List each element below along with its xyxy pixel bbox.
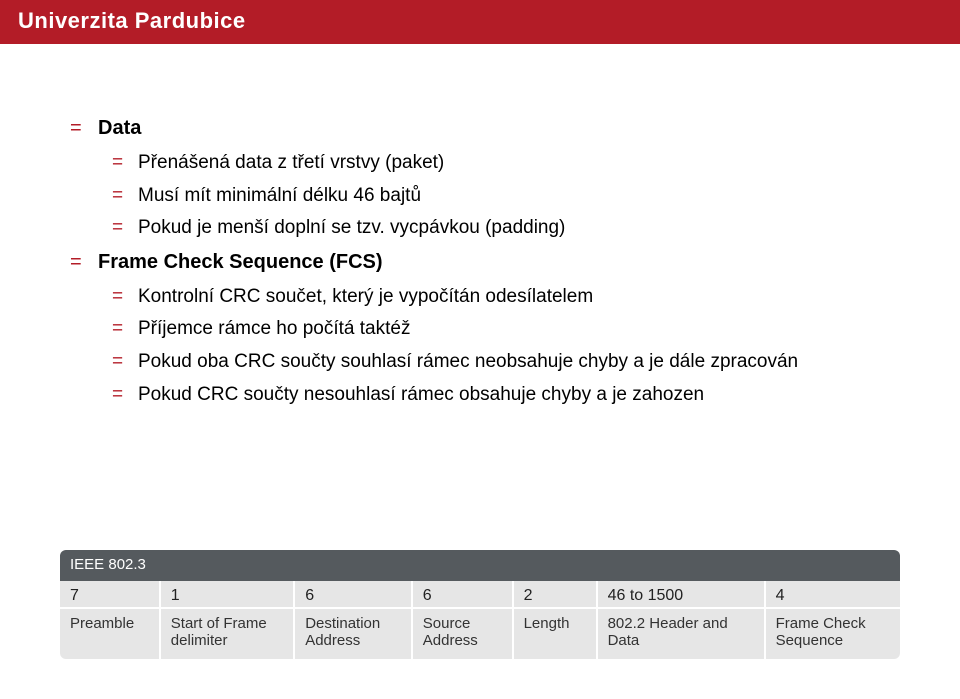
bullet-l2: =Kontrolní CRC součet, který je vypočítá… xyxy=(112,284,900,311)
frame-size-cell: 2 xyxy=(514,581,598,607)
bullet-marker: = xyxy=(112,316,138,343)
frame-table-wrap: IEEE 802.3 7166246 to 15004PreambleStart… xyxy=(60,550,900,659)
frame-size-cell: 46 to 1500 xyxy=(598,581,766,607)
frame-label-cell: Source Address xyxy=(413,607,514,659)
bullet-l2: =Pokud oba CRC součty souhlasí rámec neo… xyxy=(112,349,900,376)
bullet-text: Příjemce rámce ho počítá taktéž xyxy=(138,316,410,343)
frame-size-cell: 4 xyxy=(766,581,900,607)
bullet-text: Pokud je menší doplní se tzv. vycpávkou … xyxy=(138,215,565,242)
bullet-marker: = xyxy=(70,248,98,276)
frame-size-cell: 1 xyxy=(161,581,295,607)
bullet-text: Přenášená data z třetí vrstvy (paket) xyxy=(138,150,444,177)
frame-table-caption: IEEE 802.3 xyxy=(60,550,900,581)
frame-label-cell: Start of Frame delimiter xyxy=(161,607,295,659)
bullet-marker: = xyxy=(112,382,138,409)
frame-label-cell: Preamble xyxy=(60,607,161,659)
bullet-l1: =Data xyxy=(70,114,900,142)
header-bar: Univerzita Pardubice xyxy=(0,0,960,42)
bullet-l2: =Příjemce rámce ho počítá taktéž xyxy=(112,316,900,343)
bullet-marker: = xyxy=(112,183,138,210)
bullet-marker: = xyxy=(112,349,138,376)
bullet-l2: =Musí mít minimální délku 46 bajtů xyxy=(112,183,900,210)
frame-size-cell: 6 xyxy=(295,581,413,607)
university-title: Univerzita Pardubice xyxy=(18,8,246,34)
bullet-text: Kontrolní CRC součet, který je vypočítán… xyxy=(138,284,593,311)
ieee-frame-table: IEEE 802.3 7166246 to 15004PreambleStart… xyxy=(60,550,900,659)
frame-label-cell: Length xyxy=(514,607,598,659)
bullet-text: Data xyxy=(98,114,141,142)
bullet-l1: =Frame Check Sequence (FCS) xyxy=(70,248,900,276)
frame-size-cell: 6 xyxy=(413,581,514,607)
frame-label-cell: Frame Check Sequence xyxy=(766,607,900,659)
bullet-l2: =Pokud CRC součty nesouhlasí rámec obsah… xyxy=(112,382,900,409)
bullet-text: Musí mít minimální délku 46 bajtů xyxy=(138,183,421,210)
bullet-text: Pokud CRC součty nesouhlasí rámec obsahu… xyxy=(138,382,704,409)
bullet-l2: =Pokud je menší doplní se tzv. vycpávkou… xyxy=(112,215,900,242)
frame-label-cell: Destination Address xyxy=(295,607,413,659)
bullet-marker: = xyxy=(112,284,138,311)
bullet-marker: = xyxy=(112,150,138,177)
frame-size-cell: 7 xyxy=(60,581,161,607)
frame-label-cell: 802.2 Header and Data xyxy=(598,607,766,659)
bullet-text: Frame Check Sequence (FCS) xyxy=(98,248,383,276)
bullet-marker: = xyxy=(112,215,138,242)
bullet-marker: = xyxy=(70,114,98,142)
bullet-l2: =Přenášená data z třetí vrstvy (paket) xyxy=(112,150,900,177)
slide-content: =Data=Přenášená data z třetí vrstvy (pak… xyxy=(0,44,960,408)
bullet-text: Pokud oba CRC součty souhlasí rámec neob… xyxy=(138,349,798,376)
